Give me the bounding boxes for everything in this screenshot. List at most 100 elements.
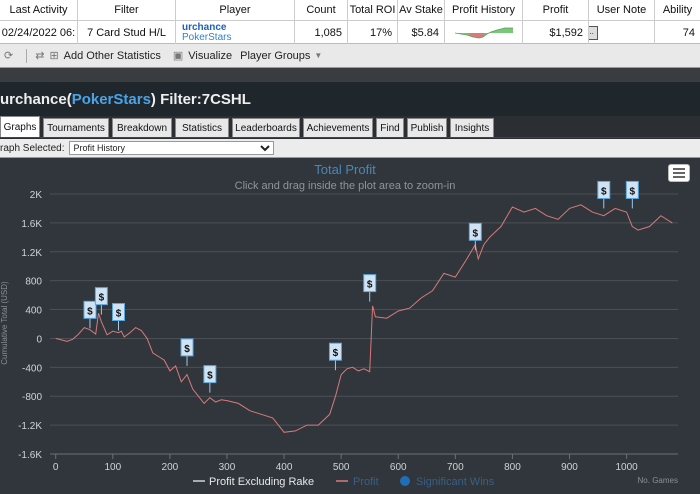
- col-user-note[interactable]: User Note: [589, 0, 655, 20]
- tab-leaderboards[interactable]: Leaderboards: [232, 118, 300, 137]
- visualize-icon: ▣: [172, 50, 184, 62]
- y-tick-label: -800: [22, 392, 42, 403]
- title-site: PokerStars: [71, 90, 151, 108]
- visualize-button[interactable]: ▣ Visualize: [172, 49, 233, 63]
- cell-filter: 7 Card Stud H/L: [78, 21, 176, 44]
- cell-av-stake: $5.84: [398, 21, 445, 44]
- y-tick-label: 400: [25, 306, 42, 317]
- col-count[interactable]: Count: [295, 0, 348, 20]
- y-tick-label: 800: [25, 277, 42, 288]
- chart-menu-button[interactable]: [668, 164, 690, 182]
- tab-graphs[interactable]: Graphs: [0, 116, 40, 137]
- dollar-icon: $: [99, 293, 105, 304]
- cell-profit-history: [445, 21, 523, 44]
- graph-select-dropdown[interactable]: Profit History: [68, 141, 274, 155]
- tab-find[interactable]: Find: [376, 118, 404, 137]
- dollar-icon: $: [333, 348, 339, 359]
- user-note-button[interactable]: ...: [589, 25, 598, 40]
- chart-title: Total Profit: [314, 162, 376, 177]
- chart-legend[interactable]: Profit Excluding Rake Profit Significant…: [193, 476, 495, 488]
- refresh-icon: ⟳: [4, 50, 14, 62]
- x-tick-label: 800: [504, 462, 521, 473]
- y-tick-label: -1.2K: [18, 421, 42, 432]
- tab-tournaments[interactable]: Tournaments: [43, 118, 109, 137]
- chart-svg[interactable]: -1.6K -1.2K -800 -400 0 400 800 1.2K 1.6K 2K 0 100…: [0, 158, 700, 494]
- stats-toolbar: ⟳ ⇄ ⊞ Add Other Statistics ▣ Visualize P…: [0, 44, 700, 68]
- add-other-statistics-label: Add Other Statistics: [63, 49, 161, 62]
- add-stats-icon: ⊞: [49, 50, 59, 62]
- legend-profit-excl-rake[interactable]: Profit Excluding Rake: [209, 476, 314, 488]
- marker-flag: [94, 287, 108, 306]
- col-profit-history[interactable]: Profit History: [445, 0, 523, 20]
- chart-grid: [50, 193, 678, 455]
- significant-win-marker[interactable]: $: [597, 180, 611, 209]
- tab-breakdown[interactable]: Breakdown: [112, 118, 172, 137]
- significant-win-marker[interactable]: $: [94, 287, 108, 315]
- col-profit[interactable]: Profit: [523, 0, 589, 20]
- table-row[interactable]: 02/24/2022 06: 7 Card Stud H/L urchance …: [0, 21, 700, 44]
- significant-win-marker[interactable]: $: [83, 300, 97, 329]
- significant-win-marker[interactable]: $: [112, 303, 126, 331]
- y-tick-label: -1.6K: [18, 450, 42, 461]
- dollar-icon: $: [116, 309, 122, 320]
- legend-significant-wins[interactable]: Significant Wins: [416, 476, 495, 488]
- marker-flag: [83, 300, 97, 319]
- profit-sparkline: [454, 27, 513, 38]
- title-player: urchance: [0, 90, 67, 108]
- cell-ability: 74: [682, 26, 695, 39]
- col-total-roi[interactable]: Total ROI: [348, 0, 398, 20]
- dollar-icon: $: [207, 371, 213, 382]
- player-site-link[interactable]: PokerStars: [182, 31, 232, 43]
- dollar-icon: $: [367, 280, 373, 291]
- marker-flag: [180, 338, 194, 357]
- significant-win-marker[interactable]: $: [468, 222, 482, 251]
- col-ability[interactable]: Ability: [662, 4, 693, 16]
- x-tick-label: 600: [390, 462, 407, 473]
- visualize-label: Visualize: [188, 49, 233, 62]
- x-tick-label: 300: [219, 462, 236, 473]
- legend-significant-wins-swatch: [400, 476, 410, 486]
- significant-win-marker[interactable]: $: [328, 342, 342, 371]
- tab-insights[interactable]: Insights: [450, 118, 494, 137]
- significant-win-marker[interactable]: $: [203, 365, 217, 393]
- add-other-statistics-button[interactable]: ⇄ ⊞ Add Other Statistics: [35, 49, 161, 63]
- cell-player: urchance PokerStars: [176, 21, 295, 44]
- x-tick-label: 1000: [615, 462, 638, 473]
- panel-divider: [0, 68, 700, 82]
- graph-select-label: raph Selected:: [0, 142, 65, 154]
- marker-flag: [597, 180, 611, 199]
- significant-win-marker[interactable]: $: [180, 338, 194, 366]
- tab-achievements[interactable]: Achievements: [303, 118, 373, 137]
- tab-publish[interactable]: Publish: [407, 118, 447, 137]
- dollar-icon: $: [630, 186, 636, 197]
- significant-wins-markers[interactable]: $ $ $ $ $ $ $ $ $ $: [83, 180, 639, 393]
- x-tick-label: 500: [333, 462, 350, 473]
- menu-icon: [673, 168, 685, 170]
- tab-statistics[interactable]: Statistics: [175, 118, 229, 137]
- significant-win-marker[interactable]: $: [625, 180, 639, 209]
- col-av-stake[interactable]: Av Stake: [398, 0, 445, 20]
- profit-series: [55, 204, 673, 433]
- cell-last-activity: 02/24/2022 06:: [0, 21, 78, 44]
- col-player[interactable]: Player: [176, 0, 295, 20]
- refresh-button[interactable]: ⟳: [4, 49, 18, 62]
- profit-chart[interactable]: -1.6K -1.2K -800 -400 0 400 800 1.2K 1.6K 2K 0 100…: [0, 158, 700, 494]
- dollar-icon: $: [601, 186, 607, 197]
- col-filter[interactable]: Filter: [78, 0, 176, 20]
- marker-flag: [468, 222, 482, 241]
- cell-user-note: ...: [589, 21, 655, 44]
- y-axis-label: Cumulative Total (USD): [0, 281, 9, 365]
- tab-bar: Graphs Tournaments Breakdown Statistics …: [0, 116, 700, 138]
- cell-total-roi: 17%: [348, 21, 398, 44]
- col-last-activity[interactable]: Last Activity: [0, 0, 78, 20]
- x-tick-label: 100: [104, 462, 121, 473]
- player-name-link[interactable]: urchance: [182, 21, 227, 33]
- player-groups-dropdown[interactable]: Player Groups ▼: [240, 50, 322, 62]
- graph-select-row: raph Selected: Profit History: [0, 139, 700, 158]
- legend-profit[interactable]: Profit: [353, 476, 379, 488]
- y-tick-label: 2K: [30, 190, 43, 201]
- significant-win-marker[interactable]: $: [363, 274, 377, 302]
- marker-flag: [203, 365, 217, 384]
- toolbar-divider: [26, 48, 28, 63]
- x-tick-label: 400: [276, 462, 293, 473]
